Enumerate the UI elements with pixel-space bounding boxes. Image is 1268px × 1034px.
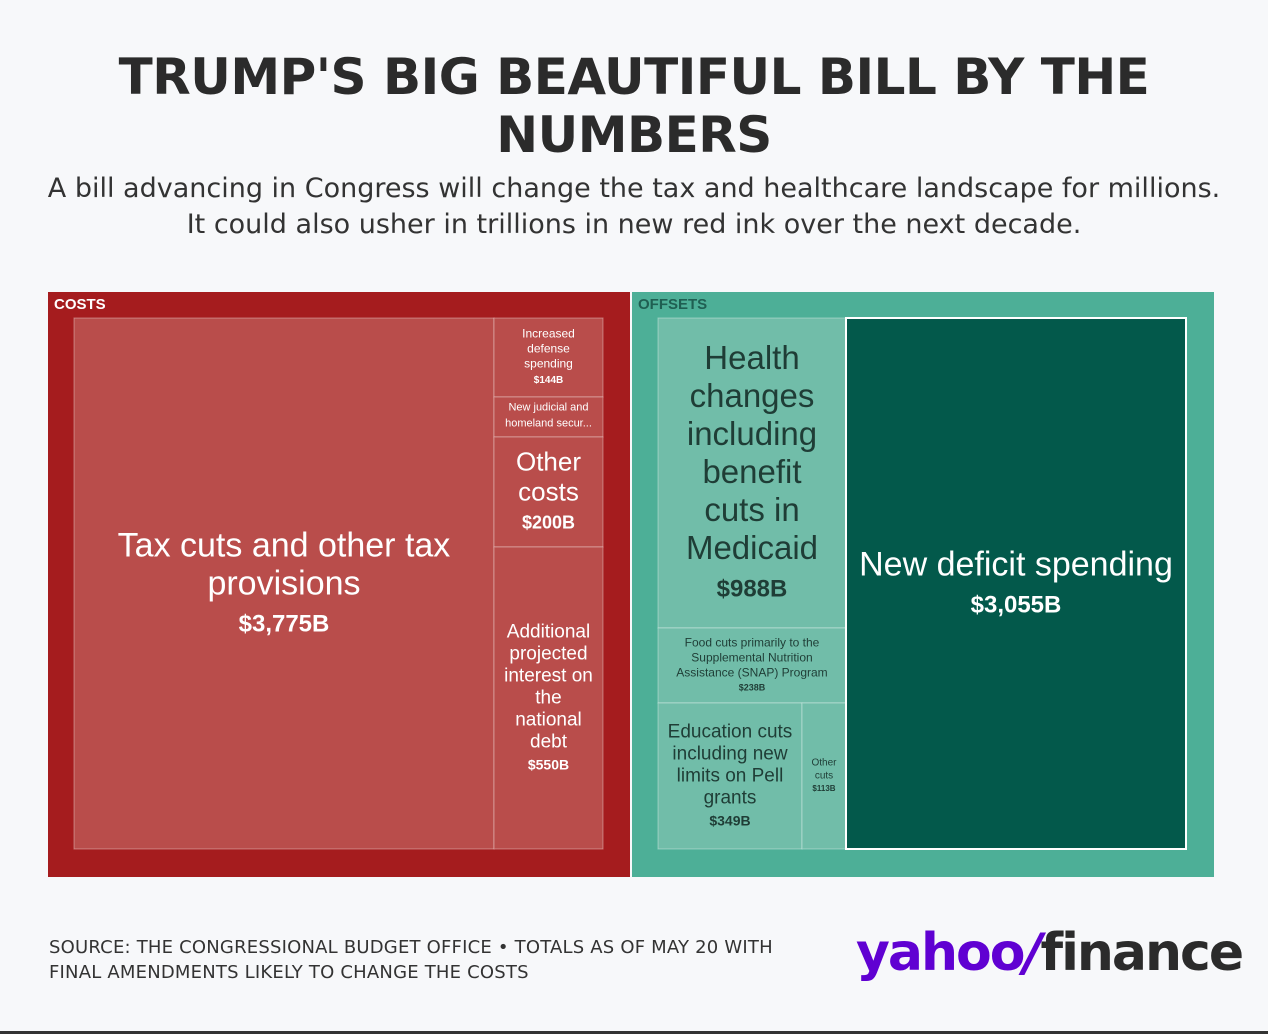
cell-label-line: grants (704, 788, 757, 809)
cell-value-new-deficit-spending: $3,055B (971, 592, 1062, 619)
cell-value-other-cuts: $113B (812, 784, 835, 793)
cell-label-line: costs (518, 477, 579, 507)
cell-label-line: Additional (507, 622, 590, 643)
cell-value-other-costs: $200B (522, 513, 575, 533)
cell-label-line: Other (811, 758, 837, 769)
cell-label-line: Increased (522, 327, 575, 341)
cell-label-other-cuts: Other cuts (811, 758, 837, 782)
cell-label-line: including (687, 415, 817, 452)
cell-label-line: including new (672, 744, 787, 765)
cell-other-cuts (801, 702, 847, 850)
cell-label-line: New judicial and (508, 401, 588, 413)
offsets-group-label: OFFSETS (638, 296, 707, 313)
cell-value-additional-projected-interest-on-the-nat: $550B (528, 756, 569, 772)
cell-label-line: limits on Pell (677, 766, 784, 787)
cell-value-food-cuts-primarily-to-the-supplemental-: $238B (739, 682, 766, 692)
cell-label-line: debt (530, 732, 568, 753)
cell-value-health-changes-including-benefit-cuts-in: $988B (717, 575, 788, 602)
cell-label-line: Tax cuts and other tax (118, 526, 451, 564)
cell-label-increased-defense-spending: Increased defense spending (522, 327, 575, 371)
cell-education-cuts-including-new-limits-on-p (657, 702, 803, 850)
cell-label-line: projected (509, 644, 587, 665)
cell-label-line: changes (690, 377, 815, 414)
page-subtitle: A bill advancing in Congress will change… (47, 173, 1221, 240)
cell-label-line: Assistance (SNAP) Program (676, 665, 827, 679)
treemap-cells: Tax cuts and other tax provisions $3,775B I… (73, 317, 1187, 850)
cell-label-food-cuts-primarily-to-the-supplemental-: Food cuts primarily to the Supplemental N… (676, 635, 827, 679)
cell-health-changes-including-benefit-cuts-in (657, 317, 847, 629)
cell-label-line: homeland secur... (505, 417, 592, 429)
bottom-rule (0, 1031, 1268, 1034)
yahoo-finance-logo: yahoo/finance (856, 923, 1244, 983)
cell-label-line: Medicaid (686, 529, 818, 566)
cell-label-line: cuts in (704, 491, 799, 528)
cell-label-line: Food cuts primarily to the (685, 635, 820, 649)
cell-label-line: the (535, 688, 561, 709)
cell-label-education-cuts-including-new-limits-on-p: Education cuts including new limits on Pel… (668, 722, 793, 809)
cell-other-costs (493, 436, 604, 548)
source-note: SOURCE: THE CONGRESSIONAL BUDGET OFFICE … (49, 937, 773, 983)
cell-label-line: New deficit spending (859, 545, 1173, 583)
cell-value-tax-cuts-and-other-tax-provisions: $3,775B (239, 611, 330, 638)
cell-label-line: cuts (815, 771, 833, 782)
cell-label-tax-cuts-and-other-tax-provisions: Tax cuts and other tax provisions (118, 526, 451, 602)
page-title: TRUMP'S BIG BEAUTIFUL BILL BY THE NUMBER… (118, 48, 1150, 164)
cell-food-cuts-primarily-to-the-supplemental- (657, 627, 847, 704)
cell-label-health-changes-including-benefit-cuts-in: Health changes including benefit cuts in Medi… (686, 339, 818, 566)
cell-label-new-judicial-and-homeland-secur: New judicial and homeland secur... (505, 401, 592, 429)
cell-label-line: interest on (504, 666, 593, 687)
cell-increased-defense-spending (493, 317, 604, 398)
cell-label-line: Health (704, 339, 799, 376)
cell-tax-cuts-and-other-tax-provisions (73, 317, 495, 850)
cell-label-line: defense (527, 342, 570, 356)
cell-new-deficit-spending (845, 317, 1187, 850)
costs-group-label: COSTS (54, 296, 106, 313)
cell-label-line: Other (516, 447, 581, 477)
cell-label-line: spending (524, 357, 573, 371)
cell-label-new-deficit-spending: New deficit spending (859, 545, 1173, 583)
cell-label-additional-projected-interest-on-the-nat: Additional projected interest on the nationa… (504, 622, 593, 753)
cell-label-line: Education cuts (668, 722, 793, 743)
cell-value-increased-defense-spending: $144B (534, 375, 563, 386)
cell-value-education-cuts-including-new-limits-on-p: $349B (709, 812, 750, 828)
cell-label-line: benefit (702, 453, 801, 490)
cell-label-other-costs: Other costs (516, 447, 581, 507)
cell-label-line: national (515, 710, 582, 731)
cell-label-line: provisions (207, 564, 360, 602)
cell-label-line: Supplemental Nutrition (691, 650, 812, 664)
cell-additional-projected-interest-on-the-nat (493, 546, 604, 850)
